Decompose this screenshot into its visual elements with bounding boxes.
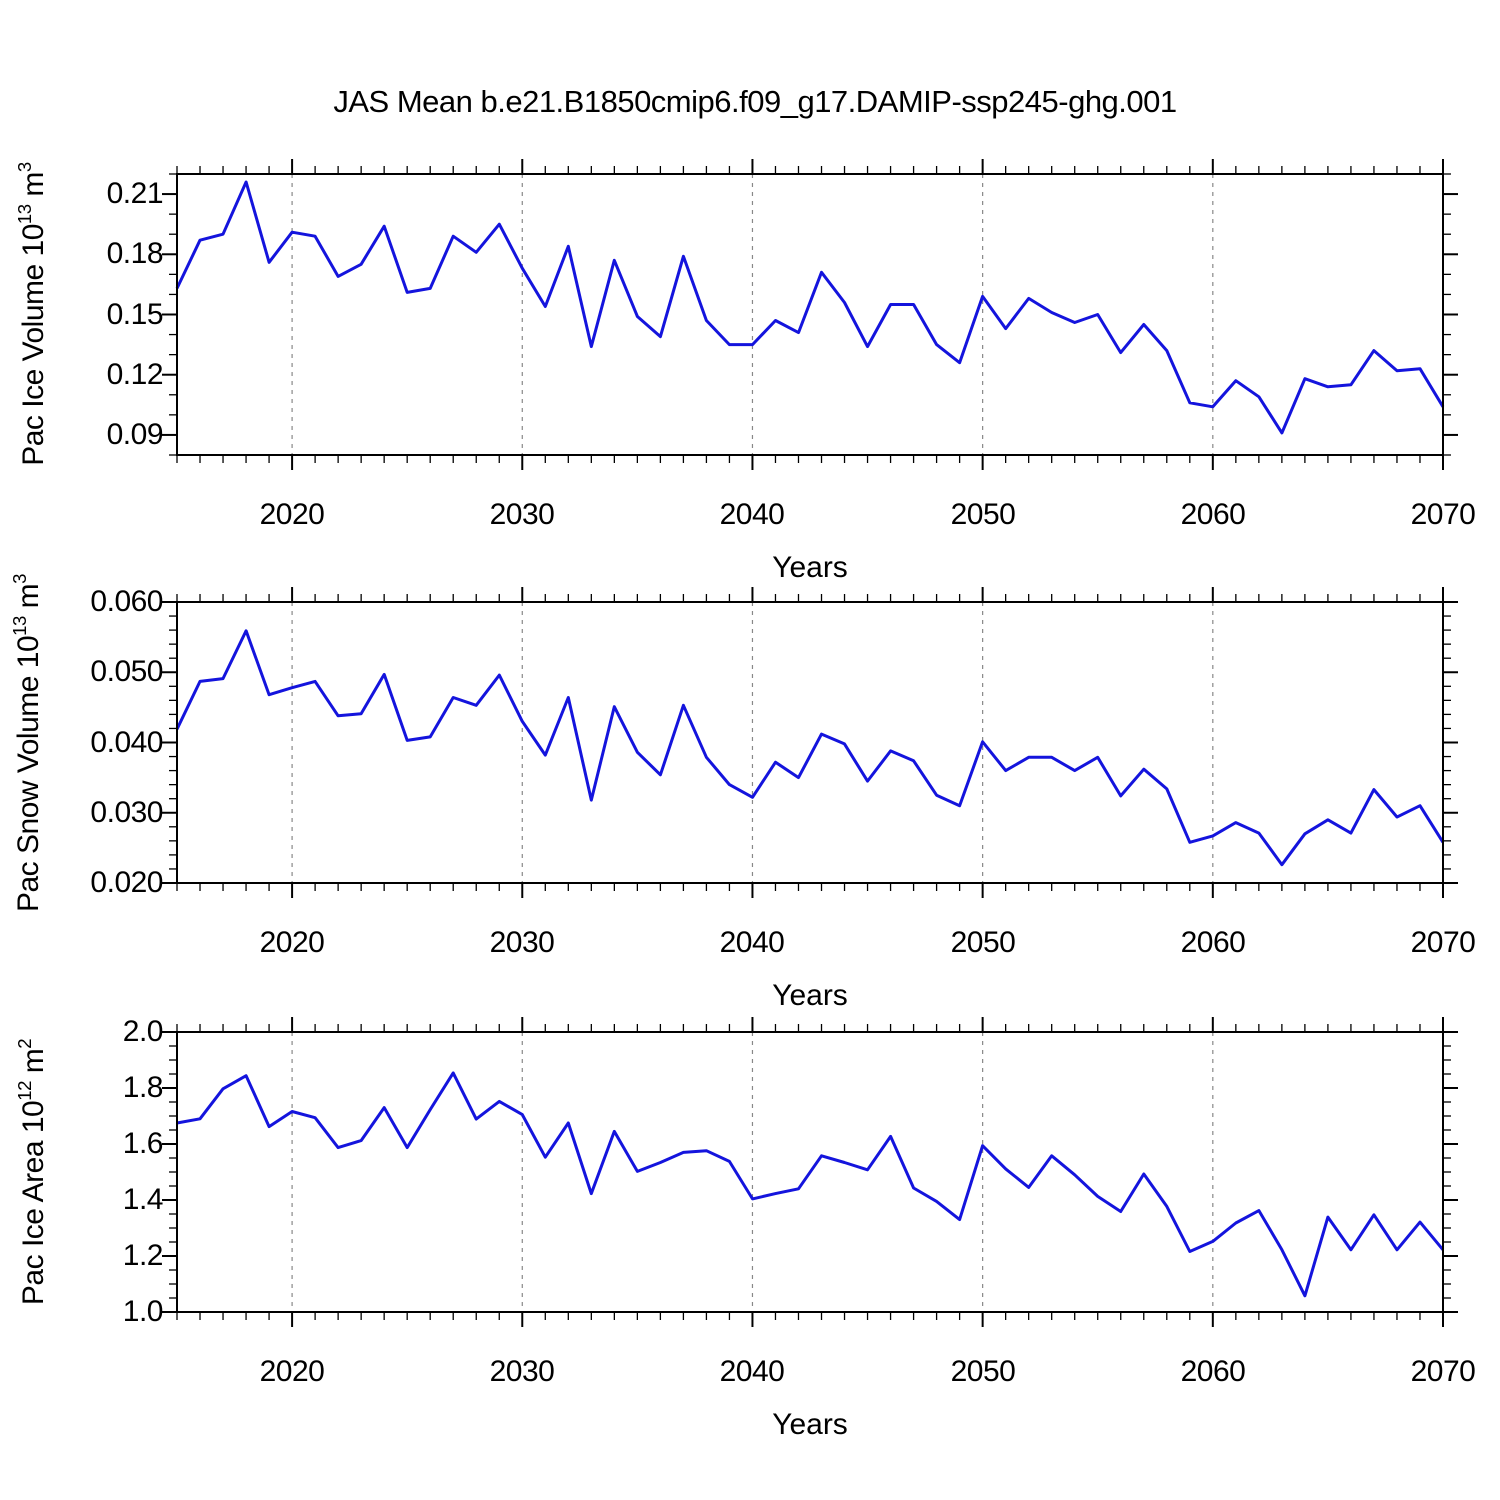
series-line-pac-ice-area bbox=[176, 1071, 1445, 1298]
x-tick-label: 2050 bbox=[950, 1355, 1016, 1388]
y-axis-title-exponent: 12 bbox=[14, 1081, 36, 1101]
y-tick-label: 0.060 bbox=[90, 585, 163, 618]
y-tick-label: 0.15 bbox=[106, 298, 164, 331]
x-tick-label: 2020 bbox=[259, 926, 325, 959]
y-axis-title-exponent: 13 bbox=[9, 616, 31, 636]
y-tick-label: 1.0 bbox=[122, 1295, 164, 1328]
x-tick-label: 2030 bbox=[489, 498, 555, 531]
series-line-pac-snow-volume bbox=[175, 629, 1445, 867]
x-tick-label: 2040 bbox=[719, 926, 785, 959]
x-tick-label: 2040 bbox=[719, 498, 785, 531]
y-axis-title-unit-exponent: 3 bbox=[14, 162, 36, 173]
y-tick-label: 1.4 bbox=[122, 1183, 164, 1216]
x-tick-label: 2070 bbox=[1410, 926, 1476, 959]
x-axis-title: Years bbox=[772, 1408, 848, 1441]
x-tick-label: 2060 bbox=[1180, 498, 1246, 531]
y-tick-label: 0.18 bbox=[106, 237, 164, 270]
x-tick-label: 2030 bbox=[489, 1355, 555, 1388]
x-tick-label: 2070 bbox=[1410, 1355, 1476, 1388]
y-tick-label: 0.020 bbox=[90, 866, 163, 899]
y-tick-label: 0.21 bbox=[106, 177, 164, 210]
x-axis-title: Years bbox=[772, 979, 848, 1012]
y-tick-label: 0.12 bbox=[106, 358, 164, 391]
series-line-pac-ice-volume bbox=[175, 180, 1445, 435]
plot-frame bbox=[176, 601, 1444, 884]
x-tick-label: 2040 bbox=[719, 1355, 785, 1388]
y-tick-label: 1.2 bbox=[122, 1239, 164, 1272]
x-tick-label: 2020 bbox=[259, 498, 325, 531]
x-tick-label: 2020 bbox=[259, 1355, 325, 1388]
y-axis-title-exponent: 13 bbox=[14, 204, 36, 225]
x-axis-title: Years bbox=[772, 551, 848, 584]
y-axis-title-unit-exponent: 3 bbox=[9, 573, 31, 584]
y-tick-label: 2.0 bbox=[122, 1015, 164, 1048]
x-tick-label: 2050 bbox=[950, 498, 1016, 531]
x-tick-label: 2070 bbox=[1410, 498, 1476, 531]
y-tick-label: 0.09 bbox=[106, 418, 164, 451]
x-tick-label: 2050 bbox=[950, 926, 1016, 959]
figure-title: JAS Mean b.e21.B1850cmip6.f09_g17.DAMIP-… bbox=[333, 84, 1177, 119]
x-tick-label: 2030 bbox=[489, 926, 555, 959]
y-tick-label: 1.6 bbox=[122, 1127, 164, 1160]
y-tick-label: 0.050 bbox=[90, 655, 163, 688]
plot-frame bbox=[176, 173, 1444, 456]
y-tick-label: 0.030 bbox=[90, 796, 163, 829]
y-axis-title-unit-exponent: 2 bbox=[14, 1038, 36, 1049]
x-tick-label: 2060 bbox=[1180, 926, 1246, 959]
y-tick-label: 0.040 bbox=[90, 726, 163, 759]
x-tick-label: 2060 bbox=[1180, 1355, 1246, 1388]
y-tick-label: 1.8 bbox=[122, 1071, 164, 1104]
